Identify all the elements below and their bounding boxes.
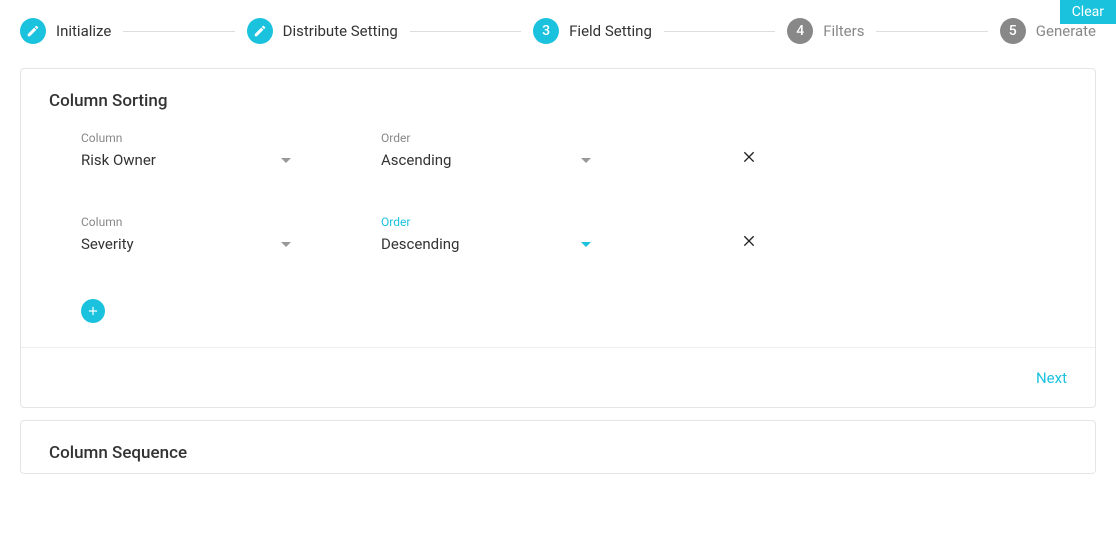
step-label: Field Setting <box>569 22 652 40</box>
sort-rows: Column Risk Owner Order Ascending <box>21 121 1095 257</box>
step-connector <box>410 31 521 32</box>
step-field-setting[interactable]: 3 Field Setting <box>533 18 652 44</box>
remove-row-button[interactable] <box>741 229 757 253</box>
column-select[interactable]: Severity <box>81 231 291 257</box>
step-connector <box>664 31 775 32</box>
chevron-down-icon <box>281 158 291 163</box>
order-field: Order Descending <box>381 215 681 257</box>
card-title: Column Sorting <box>21 69 1095 121</box>
close-icon <box>741 148 757 164</box>
pencil-icon <box>20 18 46 44</box>
order-select[interactable]: Ascending <box>381 147 591 173</box>
order-field: Order Ascending <box>381 131 681 173</box>
sort-row: Column Severity Order Descending <box>81 215 1067 257</box>
column-field: Column Risk Owner <box>81 131 381 173</box>
step-label: Distribute Setting <box>283 22 398 40</box>
stepper: Initialize Distribute Setting 3 Field Se… <box>0 0 1116 56</box>
field-label: Column <box>81 215 381 229</box>
select-value: Risk Owner <box>81 151 156 169</box>
order-select[interactable]: Descending <box>381 231 591 257</box>
step-label: Generate <box>1036 22 1096 40</box>
column-select[interactable]: Risk Owner <box>81 147 291 173</box>
column-sequence-card: Column Sequence <box>20 420 1096 474</box>
select-value: Ascending <box>381 151 451 169</box>
step-connector <box>876 31 987 32</box>
clear-button[interactable]: Clear <box>1060 0 1116 24</box>
chevron-down-icon <box>281 242 291 247</box>
step-label: Filters <box>823 22 864 40</box>
field-label: Order <box>381 131 681 145</box>
chevron-down-icon <box>581 158 591 163</box>
remove-row-button[interactable] <box>741 145 757 169</box>
step-connector <box>123 31 234 32</box>
field-label: Order <box>381 215 681 229</box>
step-label: Initialize <box>56 22 111 40</box>
step-number-icon: 4 <box>787 18 813 44</box>
card-footer: Next <box>21 347 1095 407</box>
step-initialize[interactable]: Initialize <box>20 18 111 44</box>
card-title: Column Sequence <box>21 421 1095 473</box>
chevron-down-icon <box>581 242 591 247</box>
step-number-icon: 3 <box>533 18 559 44</box>
step-filters[interactable]: 4 Filters <box>787 18 864 44</box>
next-button[interactable]: Next <box>1036 369 1067 387</box>
field-label: Column <box>81 131 381 145</box>
select-value: Descending <box>381 235 459 253</box>
step-number-icon: 5 <box>1000 18 1026 44</box>
step-distribute-setting[interactable]: Distribute Setting <box>247 18 398 44</box>
column-field: Column Severity <box>81 215 381 257</box>
select-value: Severity <box>81 235 134 253</box>
sort-row: Column Risk Owner Order Ascending <box>81 131 1067 173</box>
close-icon <box>741 232 757 248</box>
column-sorting-card: Column Sorting Column Risk Owner Order A… <box>20 68 1096 408</box>
plus-icon <box>86 304 100 318</box>
add-row-button[interactable] <box>81 299 105 323</box>
pencil-icon <box>247 18 273 44</box>
